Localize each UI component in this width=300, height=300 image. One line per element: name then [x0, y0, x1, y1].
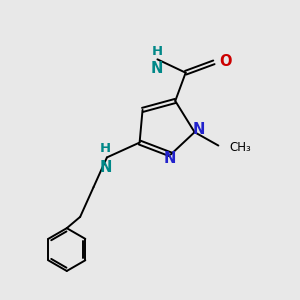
Text: N: N: [192, 122, 205, 137]
Text: H: H: [100, 142, 111, 155]
Text: N: N: [151, 61, 163, 76]
Text: N: N: [164, 151, 176, 166]
Text: N: N: [99, 160, 112, 175]
Text: O: O: [219, 54, 232, 69]
Text: H: H: [151, 45, 162, 58]
Text: CH₃: CH₃: [230, 140, 251, 154]
